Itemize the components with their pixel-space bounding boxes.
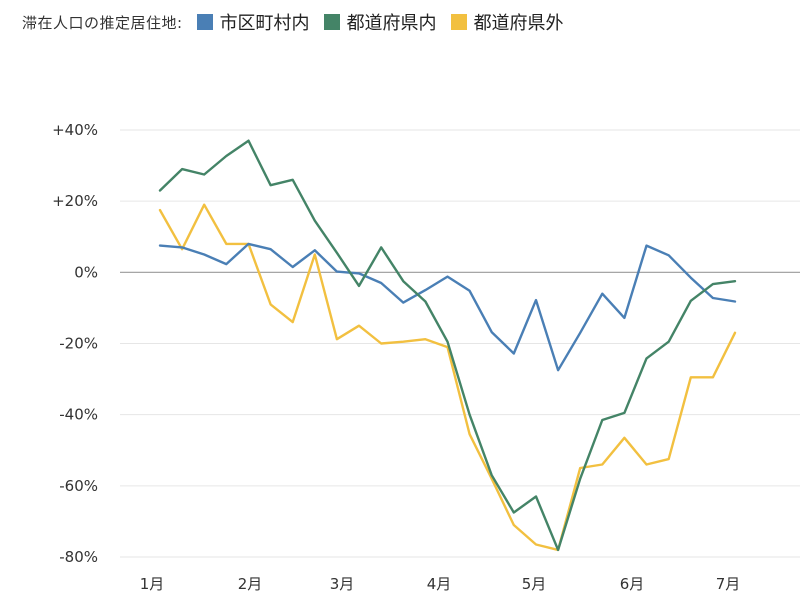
legend-item-prefecture[interactable]: 都道府県内 <box>323 9 437 35</box>
x-axis-tick-labels: 1月 2月 3月 4月 5月 6月 7月 <box>140 575 741 593</box>
legend: 滞在人口の推定居住地: 市区町村内 都道府県内 都道府県外 <box>22 6 578 38</box>
legend-label-outside-prefecture: 都道府県外 <box>473 13 564 34</box>
legend-label-municipal: 市区町村内 <box>219 13 310 34</box>
x-tick-label: 3月 <box>330 575 355 593</box>
y-tick-label: +40% <box>52 121 98 139</box>
x-tick-label: 4月 <box>427 575 452 593</box>
legend-swatch-prefecture <box>323 14 340 30</box>
legend-item-outside-prefecture[interactable]: 都道府県外 <box>450 9 564 35</box>
y-tick-label: -40% <box>59 406 98 424</box>
legend-swatch-outside-prefecture <box>450 14 467 30</box>
x-tick-label: 2月 <box>238 575 263 593</box>
y-tick-label: -60% <box>59 477 98 495</box>
x-tick-label: 7月 <box>716 575 741 593</box>
y-tick-label: +20% <box>52 192 98 210</box>
series-lines <box>158 139 737 552</box>
series-line-municipal <box>158 242 737 372</box>
y-tick-label: -80% <box>59 548 98 566</box>
legend-swatch-municipal <box>196 14 213 30</box>
gridlines <box>120 129 800 558</box>
x-tick-label: 1月 <box>140 575 165 593</box>
y-tick-label: -20% <box>59 335 98 353</box>
x-tick-label: 5月 <box>522 575 547 593</box>
legend-label-prefecture: 都道府県内 <box>346 13 437 34</box>
y-axis-tick-labels: +40% +20% 0% -20% -40% -60% -80% <box>52 121 98 566</box>
series-line-outside-prefecture <box>158 203 737 552</box>
series-line-prefecture <box>158 139 737 552</box>
x-tick-label: 6月 <box>620 575 645 593</box>
legend-item-municipal[interactable]: 市区町村内 <box>196 9 310 35</box>
y-tick-label: 0% <box>74 263 98 281</box>
legend-title: 滞在人口の推定居住地: <box>22 13 183 32</box>
